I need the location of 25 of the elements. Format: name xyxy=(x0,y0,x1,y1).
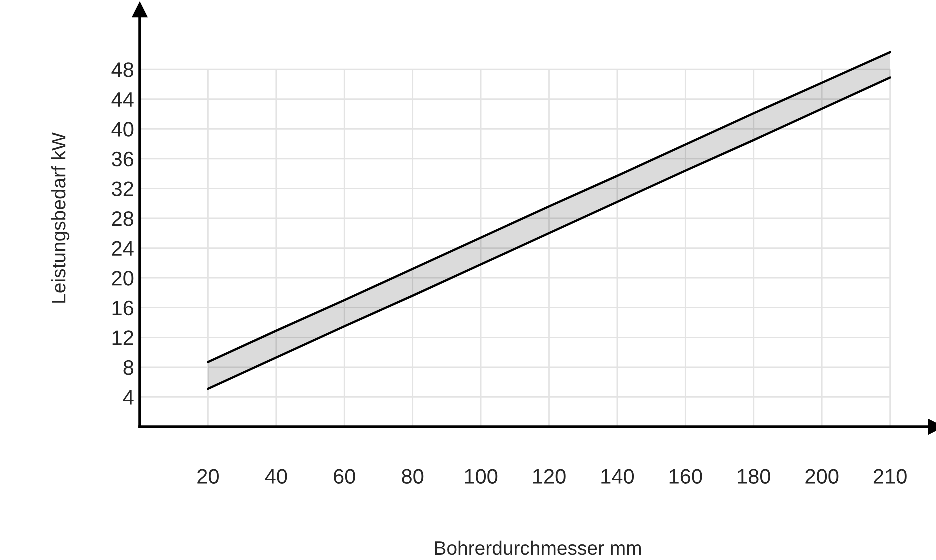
x-tick-label: 180 xyxy=(738,469,770,484)
x-tick-label: 60 xyxy=(334,469,356,484)
x-tick-label: 20 xyxy=(198,469,219,484)
x-tick-label: 200 xyxy=(806,469,839,484)
y-tick-label: 32 xyxy=(112,182,134,196)
y-tick-label: 4 xyxy=(123,390,134,405)
x-tick-label: 120 xyxy=(533,469,566,484)
y-tick-label: 48 xyxy=(112,62,134,78)
x-axis-title: Bohrerdurchmesser mm xyxy=(435,540,641,556)
y-tick-label: 12 xyxy=(112,330,134,346)
y-axis-title: Leistungsbedarf kW xyxy=(51,132,70,303)
x-tick-label: 100 xyxy=(465,469,498,484)
y-tick-label: 36 xyxy=(112,152,134,167)
x-tick-label: 40 xyxy=(265,469,288,484)
y-tick-label: 40 xyxy=(112,122,134,137)
y-tick-label: 24 xyxy=(112,241,134,256)
x-tick-label: 80 xyxy=(402,469,424,484)
y-tick-label: 8 xyxy=(124,360,134,376)
y-tick-label: 28 xyxy=(112,212,134,226)
y-tick-label: 16 xyxy=(112,300,134,316)
x-tick-label: 210 xyxy=(874,469,907,484)
x-tick-label: 140 xyxy=(602,469,634,484)
x-tick-label: 160 xyxy=(670,469,702,484)
y-tick-label: 20 xyxy=(112,271,134,286)
y-tick-label: 44 xyxy=(112,92,134,107)
